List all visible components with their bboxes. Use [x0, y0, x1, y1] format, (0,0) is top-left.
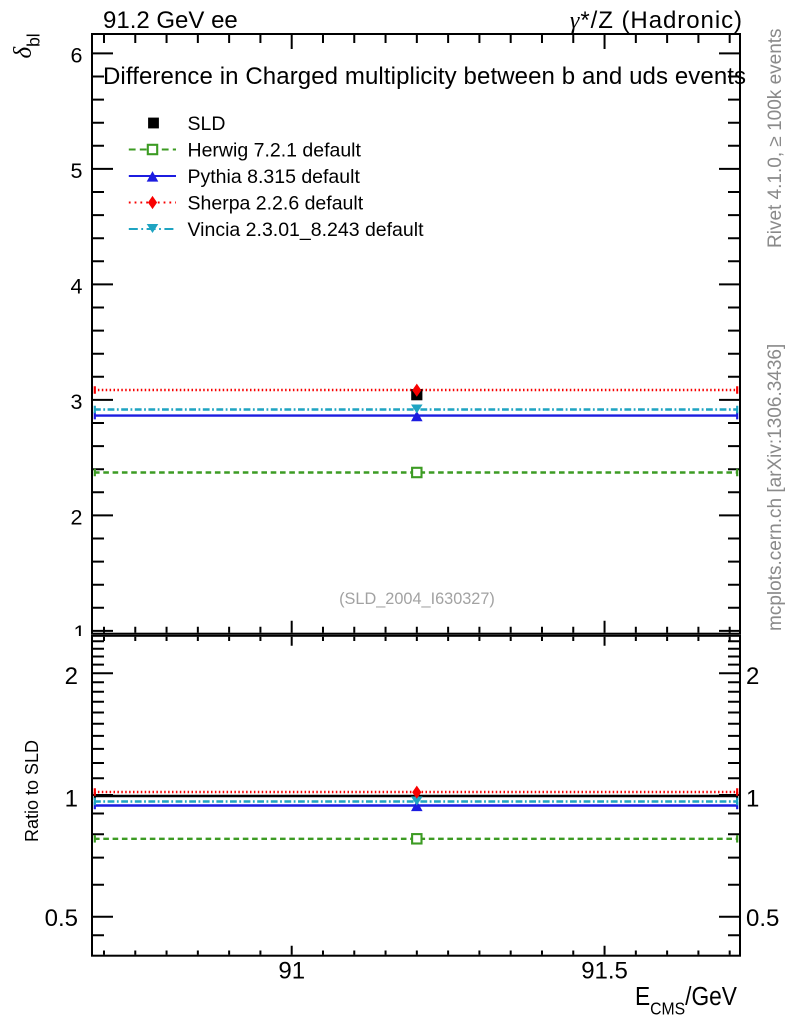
- svg-text:Rivet 4.1.0, ≥ 100k events: Rivet 4.1.0, ≥ 100k events: [765, 28, 786, 248]
- svg-text:91: 91: [278, 958, 305, 985]
- svg-text:γ*/Z (Hadronic): γ*/Z (Hadronic): [570, 7, 743, 34]
- svg-text:Herwig 7.2.1 default: Herwig 7.2.1 default: [188, 140, 362, 162]
- svg-text:4: 4: [71, 275, 83, 299]
- svg-text:0.5: 0.5: [45, 905, 78, 932]
- svg-text:Difference in Charged multipli: Difference in Charged multiplicity betwe…: [103, 63, 746, 90]
- svg-text:Vincia 2.3.01_8.243 default: Vincia 2.3.01_8.243 default: [188, 219, 425, 241]
- svg-text:Ratio to SLD: Ratio to SLD: [22, 740, 42, 842]
- svg-text:1: 1: [74, 621, 86, 645]
- svg-text:1: 1: [65, 786, 78, 813]
- svg-text:91.5: 91.5: [581, 958, 628, 985]
- svg-text:SLD: SLD: [188, 113, 226, 135]
- svg-text:Pythia 8.315 default: Pythia 8.315 default: [188, 166, 361, 188]
- svg-text:mcplots.cern.ch [arXiv:1306.34: mcplots.cern.ch [arXiv:1306.3436]: [765, 344, 786, 631]
- svg-text:91.2 GeV ee: 91.2 GeV ee: [103, 7, 238, 34]
- svg-text:1: 1: [746, 786, 759, 813]
- svg-text:2: 2: [746, 663, 759, 690]
- svg-text:6: 6: [71, 44, 83, 68]
- svg-text:2: 2: [65, 663, 78, 690]
- svg-text:5: 5: [71, 159, 83, 183]
- svg-text:(SLD_2004_I630327): (SLD_2004_I630327): [339, 590, 495, 608]
- svg-text:2: 2: [71, 506, 83, 530]
- svg-text:0.5: 0.5: [746, 905, 779, 932]
- svg-text:Sherpa 2.2.6 default: Sherpa 2.2.6 default: [188, 193, 364, 215]
- svg-text:3: 3: [71, 390, 83, 414]
